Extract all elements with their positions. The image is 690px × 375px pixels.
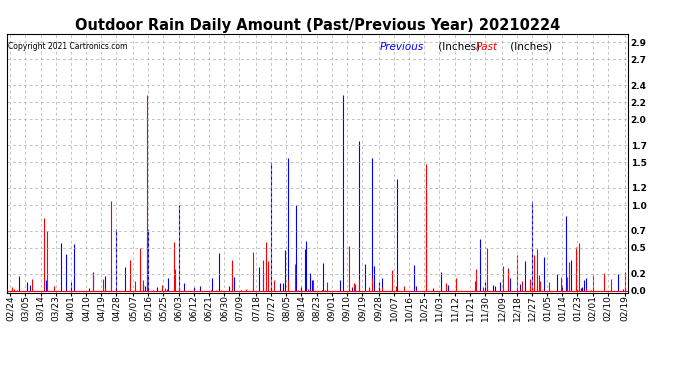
Text: Past: Past [476,42,498,51]
Title: Outdoor Rain Daily Amount (Past/Previous Year) 20210224: Outdoor Rain Daily Amount (Past/Previous… [75,18,560,33]
Text: (Inches): (Inches) [435,42,480,51]
Text: Previous: Previous [380,42,424,51]
Text: Copyright 2021 Cartronics.com: Copyright 2021 Cartronics.com [8,42,127,51]
Text: (Inches): (Inches) [506,42,552,51]
